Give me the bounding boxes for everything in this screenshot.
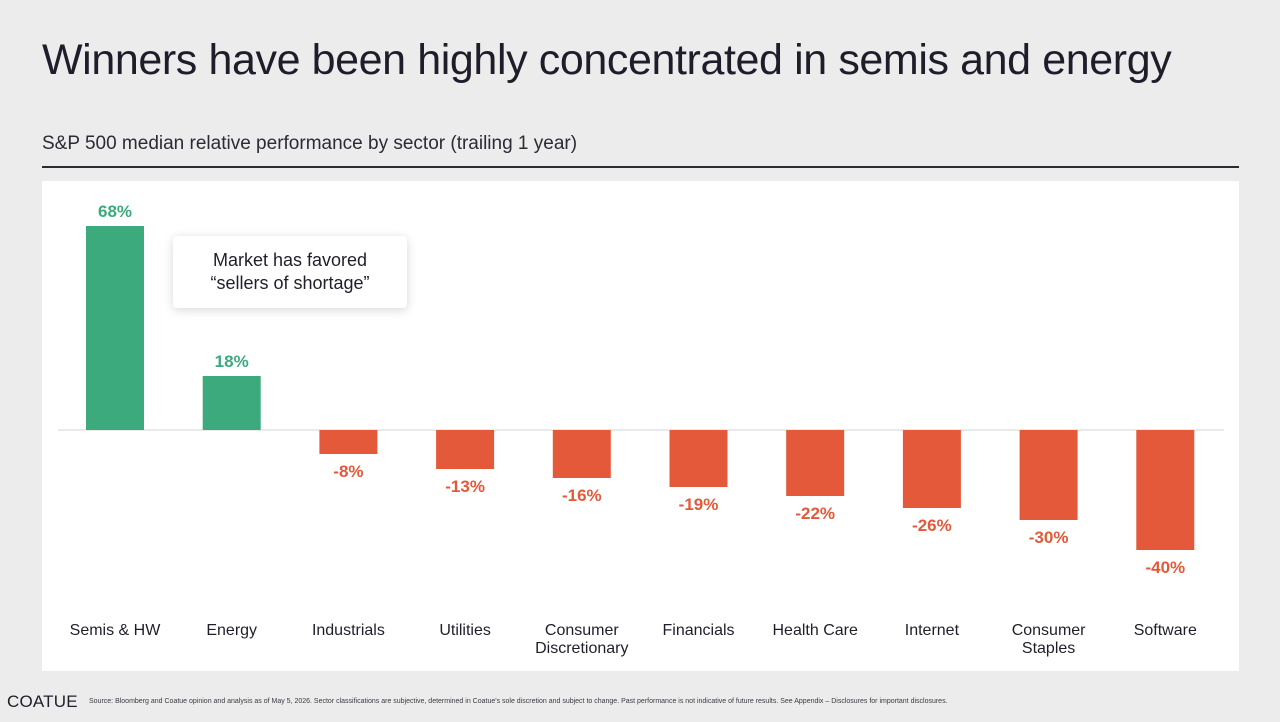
data-label-0: 68%	[98, 202, 132, 221]
data-label-1: 18%	[215, 352, 249, 371]
source-note: Source: Bloomberg and Coatue opinion and…	[89, 698, 948, 705]
bar-chart: 68% Semis & HW 18% Energy -8% Industrials -13%…	[58, 202, 1224, 657]
data-label-2: -8%	[333, 462, 363, 481]
chart-panel: 68% Semis & HW 18% Energy -8% Industrials -13%…	[42, 181, 1239, 671]
bar-4	[552, 430, 611, 478]
bar-6	[786, 430, 845, 496]
category-label-9: Software	[1134, 622, 1197, 639]
category-label-4: Consumer Discretionary	[535, 622, 628, 657]
bar-2	[319, 430, 378, 454]
data-label-7: -26%	[912, 516, 952, 535]
coatue-logo: COATUE	[7, 692, 78, 711]
bar-5	[669, 430, 728, 487]
title-divider	[42, 166, 1239, 168]
data-label-6: -22%	[795, 504, 835, 523]
data-label-5: -19%	[679, 495, 719, 514]
bar-1	[202, 376, 261, 430]
category-label-5: Financials	[662, 622, 734, 639]
bar-9	[1136, 430, 1195, 550]
data-label-8: -30%	[1029, 528, 1069, 547]
data-label-3: -13%	[445, 477, 485, 496]
category-label-8: Consumer Staples	[1012, 622, 1086, 657]
bar-3	[436, 430, 495, 469]
category-label-7: Internet	[905, 622, 960, 639]
bar-7	[902, 430, 961, 508]
category-label-2: Industrials	[312, 622, 385, 639]
bar-0	[86, 226, 144, 430]
callout-box: Market has favored “sellers of shortage”	[173, 236, 407, 308]
category-label-0: Semis & HW	[70, 622, 162, 639]
data-label-9: -40%	[1145, 558, 1185, 577]
category-label-1: Energy	[206, 622, 257, 639]
category-label-3: Utilities	[439, 622, 491, 639]
bar-8	[1019, 430, 1078, 520]
page-title: Winners have been highly concentrated in…	[42, 36, 1172, 84]
data-label-4: -16%	[562, 486, 602, 505]
category-label-6: Health Care	[773, 622, 858, 639]
chart-subtitle: S&P 500 median relative performance by s…	[42, 133, 578, 154]
